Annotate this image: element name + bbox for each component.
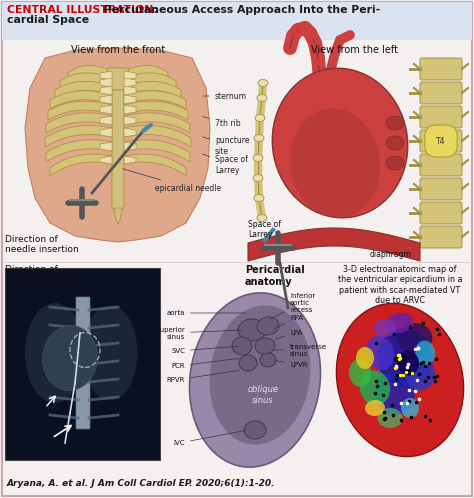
Ellipse shape: [257, 95, 267, 102]
Polygon shape: [100, 71, 112, 80]
Point: [421, 377, 428, 385]
Point: [371, 389, 379, 397]
Ellipse shape: [365, 400, 385, 416]
Ellipse shape: [386, 116, 404, 130]
Polygon shape: [124, 78, 136, 87]
Polygon shape: [124, 73, 176, 90]
Polygon shape: [114, 208, 122, 224]
Point: [408, 369, 416, 377]
Ellipse shape: [239, 355, 257, 371]
Polygon shape: [46, 113, 112, 133]
Point: [380, 415, 388, 423]
Text: Aryana, A. et al. J Am Coll Cardiol EP. 2020;6(1):1-20.: Aryana, A. et al. J Am Coll Cardiol EP. …: [7, 479, 275, 488]
Point: [413, 376, 421, 384]
Text: 3-D electroanatomic map of
the ventricular epicardium in a
patient with scar-med: 3-D electroanatomic map of the ventricul…: [338, 265, 462, 305]
Ellipse shape: [272, 68, 408, 218]
Ellipse shape: [43, 326, 98, 390]
FancyBboxPatch shape: [420, 178, 462, 200]
Ellipse shape: [254, 134, 264, 141]
Ellipse shape: [375, 371, 415, 415]
Point: [392, 363, 400, 371]
Ellipse shape: [257, 215, 267, 222]
Ellipse shape: [255, 338, 275, 354]
Point: [430, 373, 438, 380]
Point: [388, 401, 396, 409]
Polygon shape: [124, 140, 190, 162]
Point: [392, 363, 400, 371]
Ellipse shape: [401, 398, 419, 418]
Ellipse shape: [398, 323, 432, 353]
Point: [396, 355, 403, 363]
FancyBboxPatch shape: [420, 202, 462, 224]
Polygon shape: [100, 156, 112, 164]
Point: [391, 364, 399, 372]
Polygon shape: [46, 140, 112, 162]
Polygon shape: [100, 116, 112, 125]
Ellipse shape: [260, 353, 276, 367]
Text: Space of
Larrey: Space of Larrey: [248, 220, 281, 240]
Text: transverse
sinus: transverse sinus: [275, 344, 327, 357]
Polygon shape: [68, 65, 112, 82]
Ellipse shape: [337, 303, 464, 457]
Point: [405, 361, 412, 369]
Point: [399, 372, 407, 379]
Point: [397, 399, 404, 407]
Point: [382, 414, 389, 422]
Polygon shape: [124, 154, 186, 176]
Polygon shape: [124, 81, 181, 99]
Point: [401, 353, 408, 361]
Ellipse shape: [386, 313, 414, 333]
FancyBboxPatch shape: [5, 268, 160, 460]
Polygon shape: [124, 125, 191, 147]
Text: epicardial needle: epicardial needle: [123, 169, 221, 193]
Ellipse shape: [253, 174, 263, 181]
Ellipse shape: [405, 356, 435, 390]
Ellipse shape: [257, 317, 279, 335]
Point: [380, 408, 388, 416]
Text: View from the left: View from the left: [311, 45, 399, 55]
Polygon shape: [100, 86, 112, 95]
Point: [405, 386, 413, 394]
Polygon shape: [124, 116, 136, 125]
Ellipse shape: [415, 341, 435, 366]
Ellipse shape: [360, 371, 390, 405]
Point: [405, 397, 413, 405]
Ellipse shape: [253, 154, 263, 161]
Text: RPVR: RPVR: [167, 371, 239, 383]
Polygon shape: [124, 105, 136, 114]
Text: oblique
sinus: oblique sinus: [247, 385, 279, 405]
Point: [433, 325, 440, 333]
Text: RPA: RPA: [274, 315, 303, 329]
Point: [390, 410, 397, 418]
Ellipse shape: [244, 421, 266, 439]
Polygon shape: [124, 95, 136, 104]
Ellipse shape: [255, 115, 265, 122]
Point: [397, 355, 404, 363]
Point: [414, 344, 422, 352]
Polygon shape: [100, 142, 112, 151]
Text: Pericardial
anatomy: Pericardial anatomy: [245, 265, 305, 287]
Polygon shape: [124, 71, 136, 80]
Text: Direction of
needle insertion: Direction of needle insertion: [5, 265, 79, 284]
Ellipse shape: [210, 305, 310, 445]
FancyBboxPatch shape: [76, 297, 90, 429]
Text: IVC: IVC: [173, 430, 245, 446]
Polygon shape: [124, 101, 188, 120]
Text: LPVR: LPVR: [275, 361, 308, 368]
Ellipse shape: [397, 351, 419, 375]
Text: LPA: LPA: [274, 330, 302, 339]
Text: cardial Space: cardial Space: [7, 15, 89, 25]
Polygon shape: [100, 105, 112, 114]
Polygon shape: [50, 154, 112, 176]
Text: SVC: SVC: [171, 346, 239, 354]
FancyBboxPatch shape: [420, 106, 462, 128]
Point: [424, 373, 432, 381]
Polygon shape: [124, 128, 136, 137]
Text: diaphragm: diaphragm: [370, 250, 412, 259]
Point: [406, 323, 413, 331]
Polygon shape: [60, 73, 112, 90]
Point: [394, 351, 402, 359]
Text: PCR: PCR: [172, 359, 239, 369]
Point: [402, 369, 410, 376]
